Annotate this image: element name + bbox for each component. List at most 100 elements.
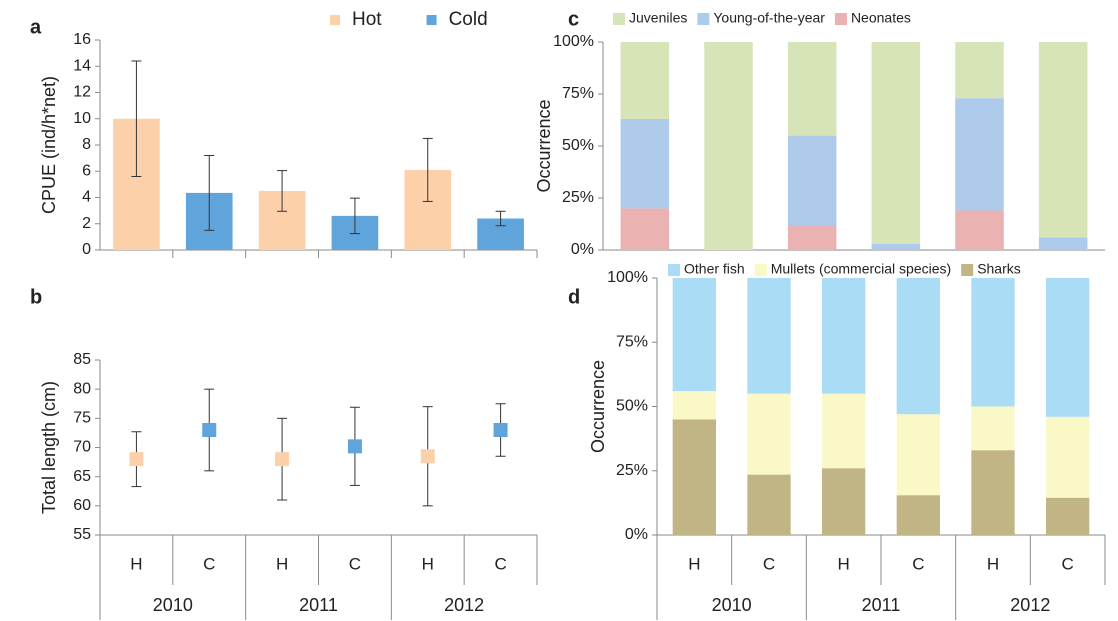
y-axis-label: Total length (cm) [39, 381, 59, 514]
bar-segment [955, 210, 1004, 250]
y-tick-label: 100% [553, 33, 594, 50]
legend-label: Hot [352, 9, 382, 30]
y-tick-label: 4 [82, 189, 91, 206]
x-tick-label: H [130, 554, 142, 573]
bar-segment [672, 419, 716, 535]
y-tick-label: 8 [82, 136, 91, 153]
bar-segment [822, 278, 866, 394]
x-tick-label: C [349, 554, 361, 573]
y-tick-label: 80 [73, 380, 91, 397]
y-tick-label: 100% [607, 269, 648, 286]
bar-segment [620, 118, 670, 209]
point [129, 452, 144, 467]
legend-label: Young-of-the-year [713, 10, 825, 26]
group-label: 2012 [444, 595, 484, 615]
x-tick-label: C [203, 554, 215, 573]
panel-label: d [568, 286, 580, 308]
y-tick-label: 16 [73, 31, 91, 48]
x-tick-label: H [276, 554, 288, 573]
legend-label: Mullets (commercial species) [771, 261, 951, 277]
y-axis-label: Occurrence [534, 99, 554, 192]
panel-label: a [30, 16, 42, 38]
bar-segment [1046, 497, 1090, 535]
y-tick-label: 0% [625, 526, 648, 543]
y-tick-label: 2 [82, 215, 91, 232]
bar-segment [704, 42, 753, 250]
bar-segment [971, 450, 1015, 535]
y-tick-label: 0% [571, 241, 594, 258]
x-tick-label: H [422, 554, 434, 573]
y-tick-label: 14 [73, 57, 91, 74]
point [275, 452, 290, 467]
y-tick-label: 50% [562, 137, 594, 154]
legend-label: Cold [449, 9, 488, 30]
y-tick-label: 70 [73, 439, 91, 456]
legend-swatch [668, 264, 680, 276]
bar-segment [672, 391, 716, 420]
bar-segment [672, 278, 716, 392]
legend-swatch [834, 13, 847, 25]
bar-segment [747, 474, 791, 535]
legend-swatch [754, 264, 767, 276]
y-tick-label: 25% [616, 462, 648, 479]
x-tick-label: H [987, 554, 999, 573]
bar-segment [1038, 237, 1088, 250]
y-tick-label: 6 [82, 162, 91, 179]
bar-segment [822, 468, 866, 535]
bar-segment [1046, 278, 1090, 417]
bar-segment [896, 495, 940, 535]
x-tick-label: C [1062, 554, 1074, 573]
legend-swatch [426, 15, 437, 25]
group-label: 2010 [153, 595, 193, 615]
bar-segment [1038, 42, 1088, 238]
group-label: 2012 [1010, 595, 1050, 615]
y-tick-label: 65 [73, 468, 91, 485]
x-tick-label: C [912, 554, 924, 573]
bar-segment [871, 42, 921, 244]
y-tick-label: 25% [562, 189, 594, 206]
bar-segment [787, 225, 837, 250]
point [420, 449, 435, 464]
x-tick-label: H [688, 554, 700, 573]
legend-label: Other fish [684, 261, 745, 277]
point [347, 439, 362, 454]
bar-segment [971, 406, 1015, 451]
group-label: 2010 [712, 595, 752, 615]
y-tick-label: 85 [73, 351, 91, 368]
panel-label: b [30, 286, 42, 308]
bar-segment [787, 135, 837, 226]
bar-segment [822, 393, 866, 469]
x-tick-label: C [494, 554, 506, 573]
bar-segment [871, 243, 921, 250]
bar-segment [896, 278, 940, 415]
bar-segment [955, 98, 1004, 211]
bar-segment [787, 42, 837, 136]
bar-segment [955, 42, 1004, 99]
y-tick-label: 75 [73, 410, 91, 427]
y-tick-label: 75% [616, 333, 648, 350]
bar-segment [620, 42, 670, 119]
x-tick-label: H [838, 554, 850, 573]
y-tick-label: 12 [73, 84, 91, 101]
point [493, 423, 508, 437]
legend-label: Sharks [977, 261, 1021, 277]
panel-label: c [568, 8, 579, 30]
bar-segment [896, 414, 940, 496]
point [202, 423, 217, 437]
y-tick-label: 50% [616, 398, 648, 415]
bar-segment [1046, 416, 1090, 498]
bar-segment [747, 278, 791, 394]
y-tick-label: 75% [562, 85, 594, 102]
y-tick-label: 0 [82, 241, 91, 258]
y-tick-label: 55 [73, 526, 91, 543]
legend-swatch [613, 13, 625, 25]
x-tick-label: C [763, 554, 775, 573]
legend-label: Juveniles [629, 10, 687, 26]
group-label: 2011 [862, 595, 901, 615]
bar-segment [747, 393, 791, 475]
legend-label: Neonates [851, 10, 911, 26]
y-tick-label: 10 [73, 110, 91, 127]
legend-swatch [697, 13, 710, 25]
y-axis-label: Occurrence [588, 360, 608, 453]
